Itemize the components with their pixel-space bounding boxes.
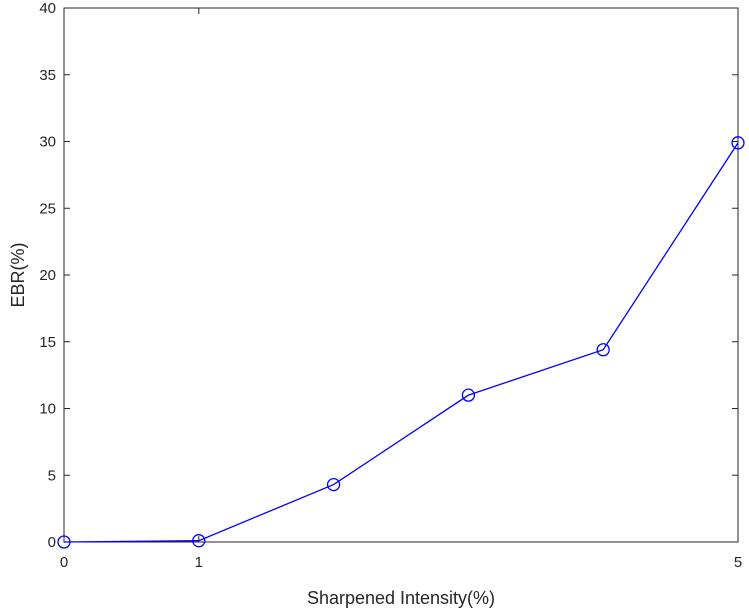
series-line: [63, 142, 739, 543]
data-point: [57, 535, 71, 549]
y-tick-label: 5: [48, 467, 56, 484]
data-point: [731, 136, 745, 150]
y-axis-title: EBR(%): [8, 242, 28, 307]
y-tick-label: 25: [39, 200, 56, 217]
x-tick-label: 5: [734, 554, 742, 571]
data-point: [326, 477, 341, 492]
data-point: [461, 388, 476, 402]
plot-area: [63, 7, 739, 543]
y-tick-label: 35: [39, 67, 56, 84]
y-tick-label: 10: [39, 401, 56, 418]
y-tick-label: 15: [39, 334, 56, 351]
y-tick-label: 40: [39, 0, 56, 17]
data-point: [192, 534, 206, 548]
x-tick-label: 0: [60, 554, 68, 571]
y-tick-label: 30: [39, 134, 56, 151]
x-axis-title: Sharpened Intensity(%): [307, 588, 495, 608]
x-axis-ticks: 0 1 5: [60, 8, 742, 571]
data-point: [596, 343, 610, 357]
y-axis-ticks: 0 5 10 15 20 25 30 35 40: [39, 0, 738, 551]
series-layer: [57, 136, 745, 549]
y-tick-label: 0: [48, 534, 56, 551]
x-tick-label: 1: [195, 554, 203, 571]
y-tick-label: 20: [39, 267, 56, 284]
